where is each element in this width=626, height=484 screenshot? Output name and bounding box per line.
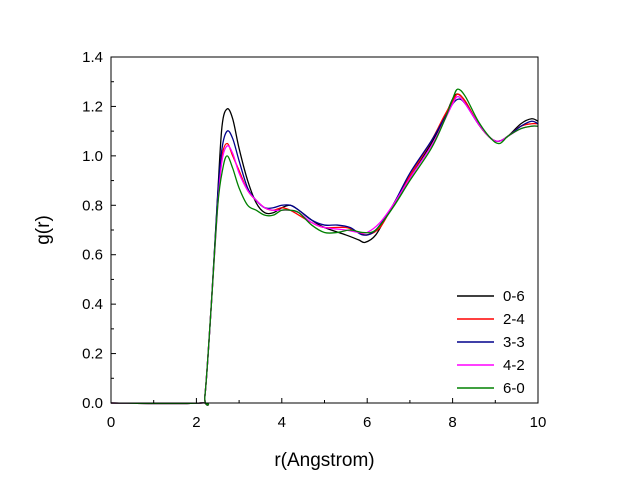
x-axis-title: r(Angstrom) — [274, 450, 374, 471]
y-tick-label: 0.4 — [82, 296, 103, 313]
legend: 0-6 2-4 3-3 4-2 6-0 — [457, 288, 525, 397]
x-tick-label: 4 — [278, 414, 286, 431]
series-layer — [110, 88, 539, 406]
legend-label-6-0: 6-0 — [503, 380, 525, 397]
y-tick-label: 0.2 — [82, 346, 103, 363]
y-tick-label: 1.2 — [82, 98, 103, 115]
legend-label-4-2: 4-2 — [503, 357, 525, 374]
y-tick-label: 1.4 — [82, 49, 103, 66]
tick-layer: 0 2 4 6 8 10 0.0 0.2 0.4 0.6 0.8 1.0 1.2 1.4 — [82, 49, 546, 431]
x-tick-label: 6 — [363, 414, 371, 431]
y-tick-label: 0.8 — [82, 197, 103, 214]
legend-label-3-3: 3-3 — [503, 334, 525, 351]
y-axis-title: g(r) — [33, 215, 54, 245]
y-tick-label: 0.0 — [82, 395, 103, 412]
x-tick-label: 10 — [530, 414, 547, 431]
legend-label-2-4: 2-4 — [503, 311, 525, 328]
x-tick-label: 0 — [107, 414, 115, 431]
series-line-4-2 — [110, 95, 539, 406]
y-tick-label: 0.6 — [82, 247, 103, 264]
x-tick-label: 2 — [192, 414, 200, 431]
x-tick-label: 8 — [448, 414, 456, 431]
series-line-6-0 — [110, 88, 539, 406]
legend-label-0-6: 0-6 — [503, 288, 525, 305]
y-tick-label: 1.0 — [82, 148, 103, 165]
